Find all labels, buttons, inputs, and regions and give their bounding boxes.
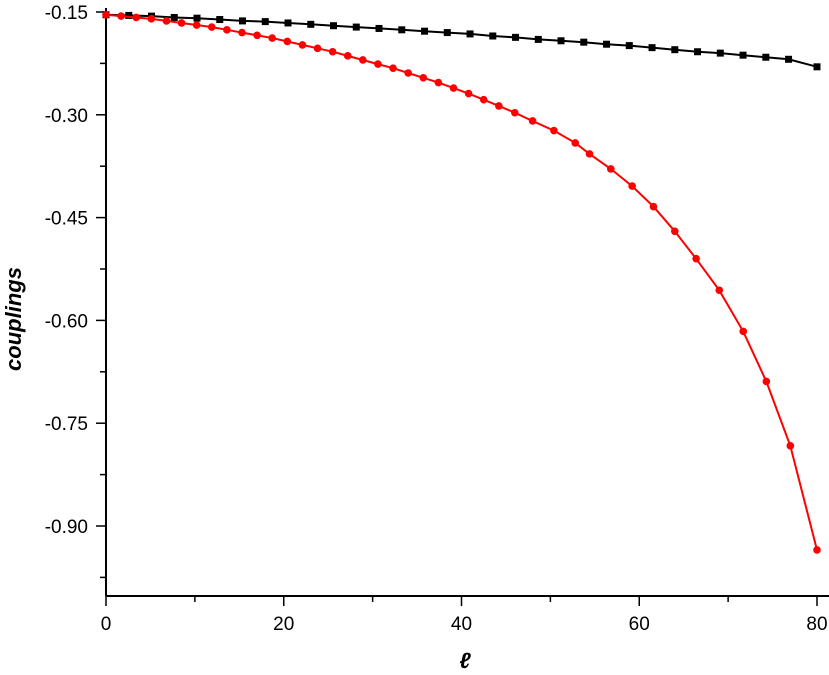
data-point (102, 10, 110, 19)
data-point (192, 21, 201, 29)
data-point (443, 29, 451, 37)
data-point (268, 34, 276, 42)
x-tick-label: 60 (629, 614, 650, 635)
data-point (330, 22, 338, 30)
data-point (352, 23, 360, 31)
x-tick-label: 40 (451, 614, 472, 635)
data-point (328, 47, 337, 56)
data-point (132, 13, 141, 22)
data-point (239, 17, 247, 25)
data-point (534, 35, 542, 43)
data-point (585, 150, 594, 158)
data-point (307, 20, 315, 28)
data-point (716, 49, 724, 57)
data-point (495, 102, 503, 110)
data-point (284, 19, 292, 27)
series-1 (102, 11, 821, 71)
y-tick-label: -0.60 (45, 311, 88, 332)
data-point (571, 139, 580, 147)
data-point (170, 13, 178, 21)
data-point (479, 95, 488, 104)
data-point (603, 40, 611, 48)
data-point (374, 60, 382, 68)
data-point (762, 377, 771, 386)
y-tick-label: -0.30 (45, 106, 88, 127)
data-point (580, 38, 588, 46)
data-point (511, 108, 519, 117)
data-point (671, 46, 679, 54)
data-point (421, 27, 429, 35)
data-point (464, 89, 473, 98)
data-point (193, 14, 201, 22)
data-point (671, 227, 679, 236)
data-point (628, 182, 636, 190)
data-point (207, 23, 216, 31)
data-point (813, 63, 821, 71)
data-point (162, 17, 171, 25)
x-tick-label: 0 (101, 614, 112, 635)
series-layer (102, 10, 821, 554)
data-point (313, 44, 322, 53)
data-point (649, 202, 658, 211)
data-point (528, 117, 537, 125)
data-point (762, 53, 770, 61)
data-point (715, 286, 724, 295)
data-point (125, 11, 133, 19)
data-point (694, 48, 702, 56)
data-point (283, 37, 292, 46)
data-point (557, 37, 565, 45)
data-point (785, 55, 793, 63)
data-point (648, 44, 656, 52)
data-point (419, 73, 428, 82)
y-tick-label: -0.75 (45, 414, 88, 435)
y-tick-label: -0.15 (45, 3, 88, 24)
x-axis-title: ℓ (459, 648, 471, 673)
data-point (398, 26, 406, 34)
x-tick-label: 20 (273, 614, 294, 635)
data-point (489, 32, 497, 40)
data-point (786, 442, 795, 450)
data-point (117, 12, 125, 20)
y-tick-label: -0.90 (45, 517, 88, 538)
data-point (449, 84, 458, 92)
y-tick-label: -0.45 (45, 209, 88, 230)
data-point (216, 16, 224, 24)
data-point (359, 56, 367, 64)
data-point (177, 19, 186, 27)
data-point (739, 327, 748, 336)
data-point (298, 41, 307, 49)
data-point (253, 31, 261, 40)
data-point (434, 78, 443, 87)
data-point (147, 15, 156, 23)
data-point (692, 254, 700, 263)
data-point (813, 546, 821, 554)
data-point (223, 26, 231, 34)
y-axis-title: couplings (1, 267, 26, 371)
series-1-line (105, 13, 818, 68)
data-point (607, 165, 615, 173)
data-point (389, 64, 397, 72)
series-2-line (105, 13, 818, 551)
data-point (238, 28, 246, 37)
data-point (550, 126, 558, 135)
data-point (261, 18, 269, 26)
data-point (739, 51, 747, 59)
data-point (466, 30, 474, 38)
data-point (404, 69, 412, 77)
x-tick-label: 80 (806, 614, 827, 635)
series-2 (102, 10, 821, 554)
data-point (343, 52, 352, 60)
data-point (512, 33, 520, 41)
data-point (375, 24, 383, 32)
data-point (625, 42, 633, 50)
axes: 0 20 40 60 80 -0.15 -0.30 -0.45 -0.60 -0.75 -0.90 (45, 3, 829, 635)
